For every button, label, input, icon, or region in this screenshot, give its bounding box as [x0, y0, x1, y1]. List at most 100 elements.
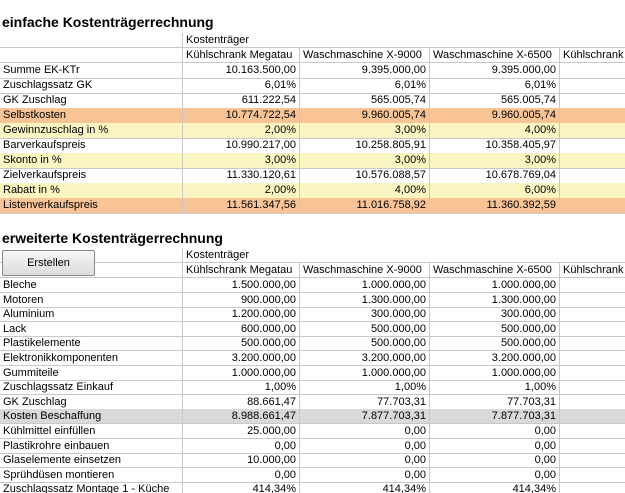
cell: 0,00 — [183, 467, 300, 483]
cell: 900. — [560, 293, 625, 308]
row-label: Zuschlagssatz GK — [0, 78, 183, 94]
cell: 300.000,00 — [430, 307, 560, 323]
cell: 3.200.000,00 — [430, 351, 560, 367]
row-label: Summe EK-KTr — [0, 63, 183, 79]
cell: 611.222,54 — [183, 93, 300, 109]
cell: 6,00% — [430, 183, 560, 199]
row-label: Zielverkaufspreis — [0, 168, 183, 184]
cell: 8.988. — [560, 409, 625, 425]
cell: 9.960.005,74 — [300, 108, 430, 124]
cell: 1.000.000,00 — [430, 278, 560, 294]
row-label: Motoren — [0, 292, 183, 308]
row-label: Selbstkosten — [0, 108, 183, 124]
cell: 11.016.758,92 — [300, 198, 430, 214]
cell: 1.300.000,00 — [430, 292, 560, 308]
row-label: Lack — [0, 321, 183, 337]
cell — [560, 183, 625, 199]
cell: 6,01% — [183, 78, 300, 94]
cell: 8.988.661,47 — [183, 409, 300, 425]
cell: 611. — [560, 93, 625, 109]
cell: 10.163.500,00 — [183, 63, 300, 79]
column-header: Kühlschrank Megatau — [183, 263, 300, 278]
cell: 0,00 — [300, 453, 430, 469]
cell: 9.395.000,00 — [300, 63, 430, 79]
cell: 4,00% — [430, 123, 560, 139]
cell: 9.960.005,74 — [430, 108, 560, 124]
cell: 3.200.000,00 — [300, 351, 430, 367]
cell: 1.000. — [560, 366, 625, 381]
cell: 500. — [560, 336, 625, 352]
cell: 10.168. — [560, 63, 625, 79]
cell: 500.000,00 — [300, 321, 430, 337]
row-label: Zuschlagssatz Einkauf — [0, 380, 183, 396]
cell: 1.200.000,00 — [183, 307, 300, 323]
row-label: Gewinnzuschlag in % — [0, 123, 183, 139]
row-label: Rabatt in % — [0, 183, 183, 199]
cell: 77.703,31 — [300, 394, 430, 410]
cell — [560, 153, 625, 169]
button[interactable]: Erstellen — [2, 250, 95, 276]
cell: 10.358.405,97 — [430, 138, 560, 154]
cell: 0,00 — [300, 438, 430, 454]
cell: 1 — [560, 380, 625, 396]
cell: 1.300.000,00 — [300, 292, 430, 308]
cell: 0,00 — [300, 467, 430, 483]
cell: 1.000.000,00 — [430, 365, 560, 381]
cell: 12.683. — [560, 198, 625, 214]
column-header: Waschmaschine X-9000 — [300, 48, 430, 63]
cell: 7.877.703,31 — [430, 409, 560, 425]
cell: 414,34% — [300, 482, 430, 493]
cell: 10.990.217,00 — [183, 138, 300, 154]
cell: 1.000.000,00 — [300, 278, 430, 294]
cell: 500.000,00 — [300, 336, 430, 352]
cell: 900.000,00 — [183, 292, 300, 308]
cell: 600.000,00 — [183, 321, 300, 337]
header-cell — [0, 48, 183, 63]
cell: 1.000.000,00 — [300, 365, 430, 381]
cell: 1.500. — [560, 278, 625, 294]
cell: 11.319. — [560, 138, 625, 154]
row-label: Bleche — [0, 278, 183, 294]
cell: 10.780. — [560, 108, 625, 124]
cell: 7.877.703,31 — [300, 409, 430, 425]
cell: 565.005,74 — [300, 93, 430, 109]
row-label: Aluminium — [0, 307, 183, 323]
header-cell — [0, 33, 183, 48]
column-header: Waschmaschine X-6500 — [430, 263, 560, 278]
cell: 10.258.805,91 — [300, 138, 430, 154]
row-label: Plastikelemente — [0, 336, 183, 352]
cell: 25.000,00 — [183, 424, 300, 440]
row-label: GK Zuschlag — [0, 394, 183, 410]
cell: 3.200. — [560, 351, 625, 367]
cell: 1.500.000,00 — [183, 278, 300, 294]
row-label: Listenverkaufspreis — [0, 198, 183, 214]
cell — [560, 123, 625, 139]
column-header: Kühlschrank — [560, 263, 625, 278]
cell: 88. — [560, 395, 625, 410]
section-title: einfache Kostenträgerrechnung — [2, 14, 214, 30]
row-label: Kosten Beschaffung — [0, 409, 183, 425]
column-header: Kühlschrank — [560, 48, 625, 63]
cell: 500.000,00 — [183, 336, 300, 352]
cell: 0,00 — [300, 424, 430, 440]
row-label: Plastikrohre einbauen — [0, 438, 183, 454]
cell: 0,00 — [430, 438, 560, 454]
cell: 3,00% — [300, 123, 430, 139]
section-title: erweiterte Kostenträgerrechnung — [2, 230, 223, 246]
cell: 25. — [560, 424, 625, 440]
cell: 1.200. — [560, 307, 625, 323]
cell: 10. — [560, 453, 625, 469]
row-label: Skonto in % — [0, 153, 183, 169]
cell: 0,00 — [430, 467, 560, 483]
cell: 10.774.722,54 — [183, 108, 300, 124]
cell: 10.576.088,57 — [300, 168, 430, 184]
cell: 9.395.000,00 — [430, 63, 560, 79]
cell: 0 — [560, 468, 625, 483]
row-label: Gummiteile — [0, 365, 183, 381]
cell: 88.661,47 — [183, 394, 300, 410]
row-label: Glaselemente einsetzen — [0, 453, 183, 469]
cell: 2,00% — [183, 123, 300, 139]
cell: 3,00% — [183, 153, 300, 169]
cell: 77.703,31 — [430, 394, 560, 410]
